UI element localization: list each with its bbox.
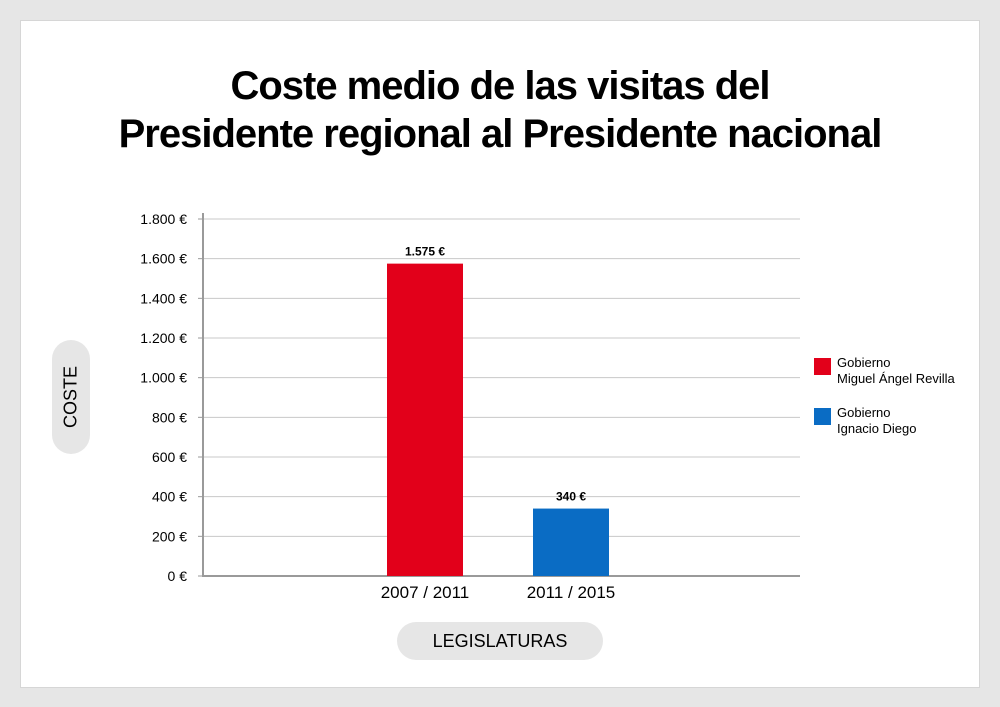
bar-value-label: 1.575 € (405, 245, 445, 259)
chart-title: Coste medio de las visitas del President… (0, 62, 1000, 158)
y-axis-label: COSTE (52, 340, 90, 454)
legend-item-revilla: Gobierno Miguel Ángel Revilla (814, 355, 994, 405)
y-tick-label: 1.600 € (140, 251, 187, 267)
x-tick-label: 2011 / 2015 (527, 583, 616, 602)
y-tick-label: 0 € (168, 568, 188, 584)
y-axis-ticks: 0 € 200 € 400 € 600 € 800 € 1.000 € 1.200 € 1.4… (140, 211, 204, 584)
chart-title-line2: Presidente regional al Presidente nacion… (118, 112, 883, 156)
chart-title-line1: Coste medio de las visitas del (230, 64, 770, 108)
y-tick-label: 1.000 € (140, 370, 187, 386)
x-axis-label-text: LEGISLATURAS (432, 630, 568, 651)
bar (387, 263, 463, 576)
legend-item-diego: Gobierno Ignacio Diego (814, 405, 994, 455)
legend-label-revilla: Gobierno Miguel Ángel Revilla (837, 355, 955, 386)
bars: 1.575 € 340 € (387, 245, 609, 576)
x-tick-label: 2007 / 2011 (381, 583, 470, 602)
y-tick-label: 200 € (152, 528, 187, 544)
bar-value-label: 340 € (556, 490, 586, 504)
y-tick-label: 1.200 € (140, 330, 187, 346)
legend: Gobierno Miguel Ángel Revilla Gobierno I… (814, 355, 994, 455)
y-tick-label: 1.800 € (140, 211, 187, 227)
x-axis-ticks: 2007 / 2011 2011 / 2015 (381, 583, 616, 602)
bar (533, 508, 609, 576)
legend-swatch-diego (814, 408, 831, 425)
y-axis-label-text: COSTE (60, 365, 81, 429)
y-tick-label: 400 € (152, 489, 187, 505)
y-tick-label: 1.400 € (140, 290, 187, 306)
x-axis-label: LEGISLATURAS (397, 622, 603, 660)
y-tick-label: 800 € (152, 409, 187, 425)
grid-lines (203, 218, 800, 577)
legend-label-diego: Gobierno Ignacio Diego (837, 405, 917, 436)
legend-swatch-revilla (814, 358, 831, 375)
y-tick-label: 600 € (152, 449, 187, 465)
